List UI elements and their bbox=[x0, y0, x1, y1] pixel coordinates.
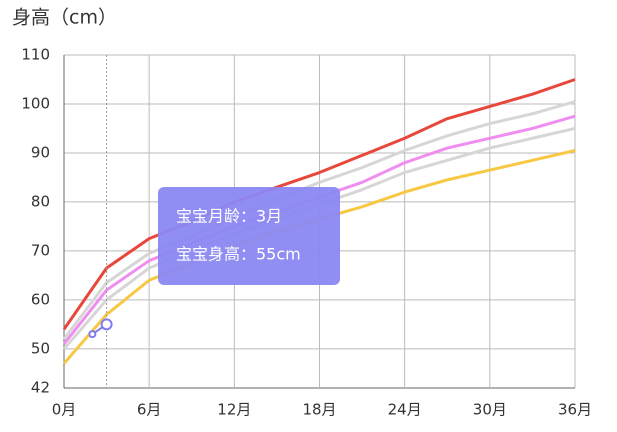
x-tick-label: 30月 bbox=[473, 401, 507, 419]
tooltip bbox=[158, 187, 340, 285]
growth-curve bbox=[62, 100, 576, 340]
y-tick-label: 50 bbox=[31, 339, 50, 357]
y-tick-label: 70 bbox=[31, 241, 50, 259]
y-tick-label: 60 bbox=[31, 290, 50, 308]
y-tick-label: 80 bbox=[31, 192, 50, 210]
tooltip-text: 宝宝身高：55cm bbox=[176, 245, 301, 264]
x-tick-label: 0月 bbox=[52, 401, 77, 419]
measurement-point bbox=[100, 318, 113, 331]
x-tick-label: 24月 bbox=[388, 401, 422, 419]
y-tick-label: 110 bbox=[21, 46, 50, 64]
growth-curve bbox=[62, 78, 576, 331]
tooltip-text: 宝宝月龄：3月 bbox=[176, 207, 282, 226]
x-tick-label: 36月 bbox=[558, 401, 592, 419]
measurement-point bbox=[88, 330, 97, 339]
y-tick-label: 42 bbox=[31, 379, 50, 397]
y-axis-title: 身高（cm） bbox=[12, 7, 117, 29]
x-tick-label: 18月 bbox=[302, 401, 336, 419]
x-tick-label: 6月 bbox=[137, 401, 162, 419]
y-tick-label: 90 bbox=[31, 143, 50, 161]
y-tick-label: 100 bbox=[21, 94, 50, 112]
x-tick-label: 12月 bbox=[217, 401, 251, 419]
